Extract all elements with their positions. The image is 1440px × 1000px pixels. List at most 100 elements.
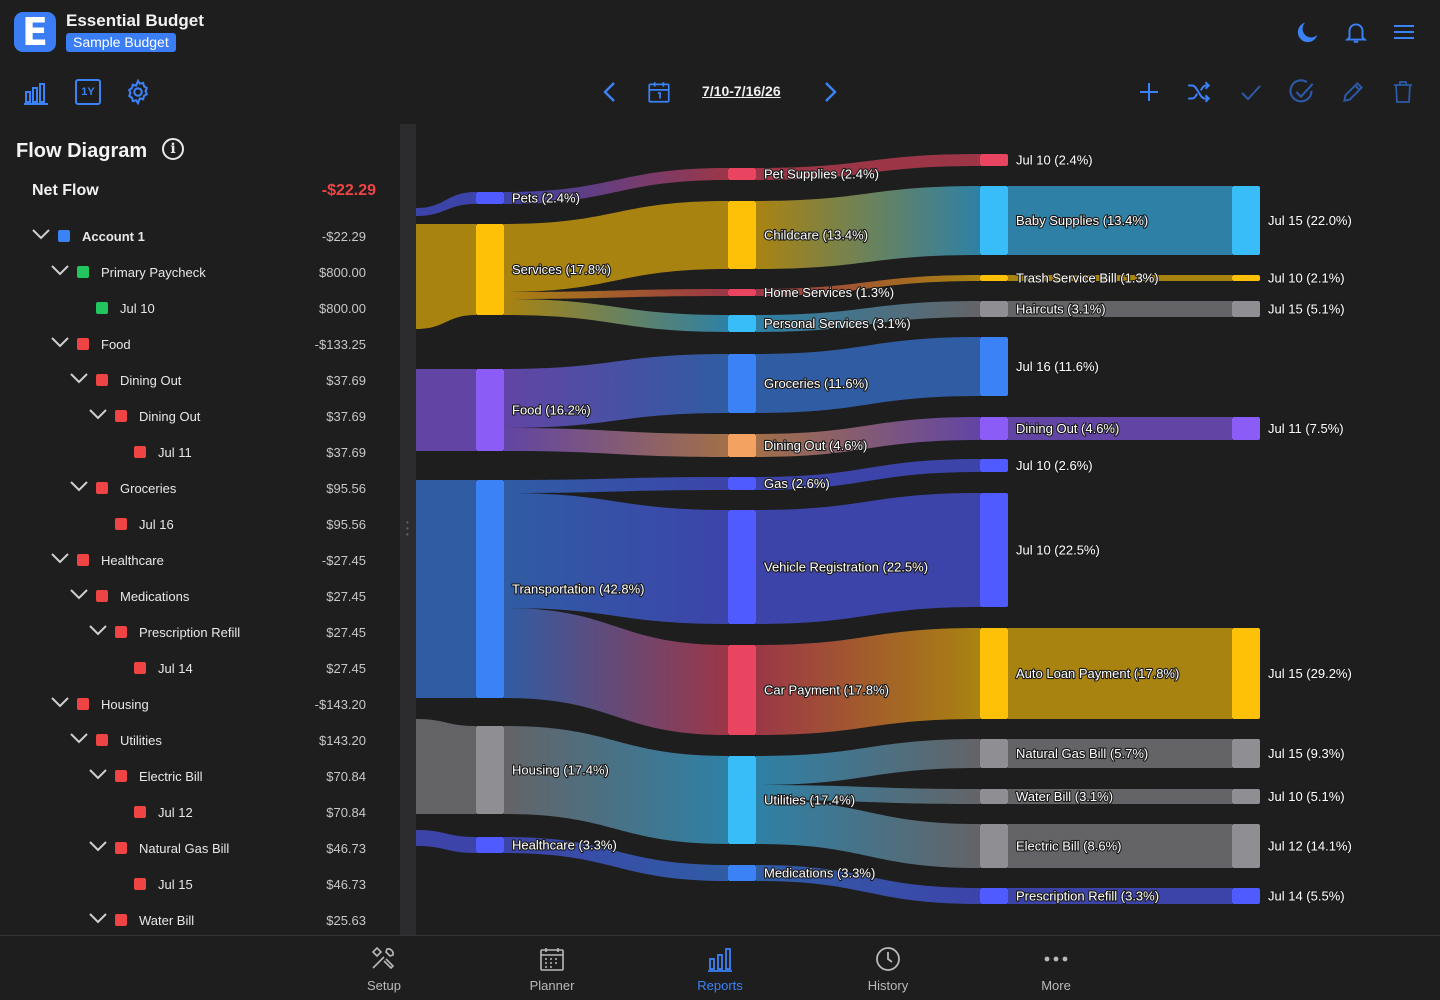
flow-node-medications[interactable] — [728, 865, 756, 881]
chevron-down-icon[interactable] — [89, 767, 107, 781]
tree-row[interactable]: Natural Gas Bill $46.73 — [0, 831, 400, 867]
notifications-bell-icon[interactable] — [1340, 16, 1372, 48]
flow-node-haircuts[interactable] — [980, 301, 1008, 317]
tree-row[interactable]: Prescription Refill $27.45 — [0, 615, 400, 651]
flow-node-carpay[interactable] — [728, 645, 756, 735]
flow-node-petsup[interactable] — [728, 168, 756, 180]
flow-node-utilities[interactable] — [728, 756, 756, 844]
tree-row[interactable]: Water Bill $25.63 — [0, 903, 400, 935]
panel-resize-handle[interactable]: • • • — [400, 124, 416, 935]
tree-row[interactable]: Jul 14 $27.45 — [0, 651, 400, 687]
tree-row[interactable]: Account 1 -$22.29 — [0, 219, 400, 255]
flow-node-childcare[interactable] — [728, 201, 756, 269]
flow-node-n_jul10c[interactable] — [980, 493, 1008, 607]
flow-node-babysup[interactable] — [980, 186, 1008, 255]
chevron-down-icon[interactable] — [51, 695, 69, 709]
info-icon[interactable]: i — [162, 138, 184, 160]
previous-period-chevron-icon[interactable] — [596, 78, 624, 106]
tab-setup[interactable]: Setup — [329, 944, 439, 993]
chart-view-icon[interactable] — [20, 76, 52, 108]
flow-node-pets[interactable] — [476, 192, 504, 204]
flow-node-n_jul10a[interactable] — [980, 154, 1008, 166]
flow-node-trash[interactable] — [980, 275, 1008, 281]
menu-hamburger-icon[interactable] — [1388, 16, 1420, 48]
flow-node-n_jul11[interactable] — [1232, 417, 1260, 440]
tree-row[interactable]: Utilities $143.20 — [0, 723, 400, 759]
tree-row[interactable]: Dining Out $37.69 — [0, 363, 400, 399]
flow-node-dining2[interactable] — [980, 417, 1008, 440]
flow-node-n_jul15c[interactable] — [1232, 628, 1260, 719]
flow-node-homesvc[interactable] — [728, 289, 756, 296]
chevron-down-icon[interactable] — [51, 551, 69, 565]
flow-node-natgas[interactable] — [980, 739, 1008, 768]
tree-row[interactable]: Jul 11 $37.69 — [0, 435, 400, 471]
flow-node-n_jul15a[interactable] — [1232, 186, 1260, 255]
tree-row[interactable]: Jul 10 $800.00 — [0, 291, 400, 327]
chevron-down-icon[interactable] — [32, 227, 50, 241]
flow-node-water[interactable] — [980, 789, 1008, 804]
flow-node-transport[interactable] — [476, 480, 504, 698]
date-range-selector[interactable]: 7/10-7/16/26 — [702, 83, 781, 99]
tree-row-amount: -$143.20 — [314, 697, 366, 712]
flow-node-prescription[interactable] — [980, 888, 1008, 904]
chevron-down-icon[interactable] — [70, 371, 88, 385]
shuffle-icon[interactable] — [1184, 77, 1214, 107]
tab-reports[interactable]: Reports — [665, 944, 775, 993]
flow-node-n_jul12[interactable] — [1232, 824, 1260, 868]
flow-node-n_jul16[interactable] — [980, 337, 1008, 396]
chevron-down-icon[interactable] — [89, 911, 107, 925]
tree-row-amount: $46.73 — [326, 877, 366, 892]
chevron-down-icon[interactable] — [70, 479, 88, 493]
dark-mode-moon-icon[interactable] — [1292, 16, 1324, 48]
tree-row[interactable]: Jul 12 $70.84 — [0, 795, 400, 831]
flow-node-n_jul14[interactable] — [1232, 888, 1260, 904]
next-period-chevron-icon[interactable] — [816, 78, 844, 106]
flow-node-services[interactable] — [476, 224, 504, 315]
tree-row[interactable]: Primary Paycheck $800.00 — [0, 255, 400, 291]
chevron-down-icon[interactable] — [89, 839, 107, 853]
chevron-down-icon[interactable] — [70, 731, 88, 745]
tree-row[interactable]: Jul 16 $95.56 — [0, 507, 400, 543]
tree-row[interactable]: Healthcare -$27.45 — [0, 543, 400, 579]
flow-node-gas[interactable] — [728, 477, 756, 490]
flow-node-n_jul10b[interactable] — [980, 459, 1008, 472]
chevron-down-icon[interactable] — [70, 587, 88, 601]
flow-node-n_jul15b[interactable] — [1232, 301, 1260, 317]
flow-node-personal[interactable] — [728, 315, 756, 332]
chevron-down-icon[interactable] — [89, 407, 107, 421]
chevron-down-icon[interactable] — [51, 263, 69, 277]
flow-node-groceries[interactable] — [728, 354, 756, 413]
flow-node-healthcare[interactable] — [476, 837, 504, 853]
tab-planner[interactable]: Planner — [497, 944, 607, 993]
flow-node-label: Water Bill (3.1%) — [1016, 789, 1113, 804]
year-view-button[interactable]: 1Y — [72, 76, 104, 108]
tab-history[interactable]: History — [833, 944, 943, 993]
tree-row[interactable]: Medications $27.45 — [0, 579, 400, 615]
tab-more[interactable]: More — [1001, 944, 1111, 993]
check-circle-icon[interactable] — [1286, 77, 1316, 107]
budget-selector[interactable]: Sample Budget — [66, 33, 176, 52]
delete-trash-icon[interactable] — [1388, 77, 1418, 107]
tree-row[interactable]: Dining Out $37.69 — [0, 399, 400, 435]
settings-gear-icon[interactable] — [122, 76, 154, 108]
tree-row[interactable]: Electric Bill $70.84 — [0, 759, 400, 795]
tree-row[interactable]: Food -$133.25 — [0, 327, 400, 363]
flow-node-n_jul10d[interactable] — [1232, 275, 1260, 281]
flow-node-autoloan[interactable] — [980, 628, 1008, 719]
flow-node-vehreg[interactable] — [728, 510, 756, 624]
tree-row[interactable]: Jul 15 $46.73 — [0, 867, 400, 903]
calendar-icon[interactable] — [644, 77, 674, 107]
flow-node-food[interactable] — [476, 369, 504, 451]
tree-row[interactable]: Groceries $95.56 — [0, 471, 400, 507]
flow-node-housing[interactable] — [476, 726, 504, 814]
chevron-down-icon[interactable] — [51, 335, 69, 349]
add-plus-icon[interactable] — [1134, 77, 1164, 107]
flow-node-n_jul15d[interactable] — [1232, 739, 1260, 768]
tree-row[interactable]: Housing -$143.20 — [0, 687, 400, 723]
checkmark-icon[interactable] — [1236, 77, 1266, 107]
edit-pencil-icon[interactable] — [1338, 77, 1368, 107]
flow-node-n_jul10e[interactable] — [1232, 789, 1260, 804]
flow-node-electric[interactable] — [980, 824, 1008, 868]
chevron-down-icon[interactable] — [89, 623, 107, 637]
flow-node-dining[interactable] — [728, 434, 756, 457]
